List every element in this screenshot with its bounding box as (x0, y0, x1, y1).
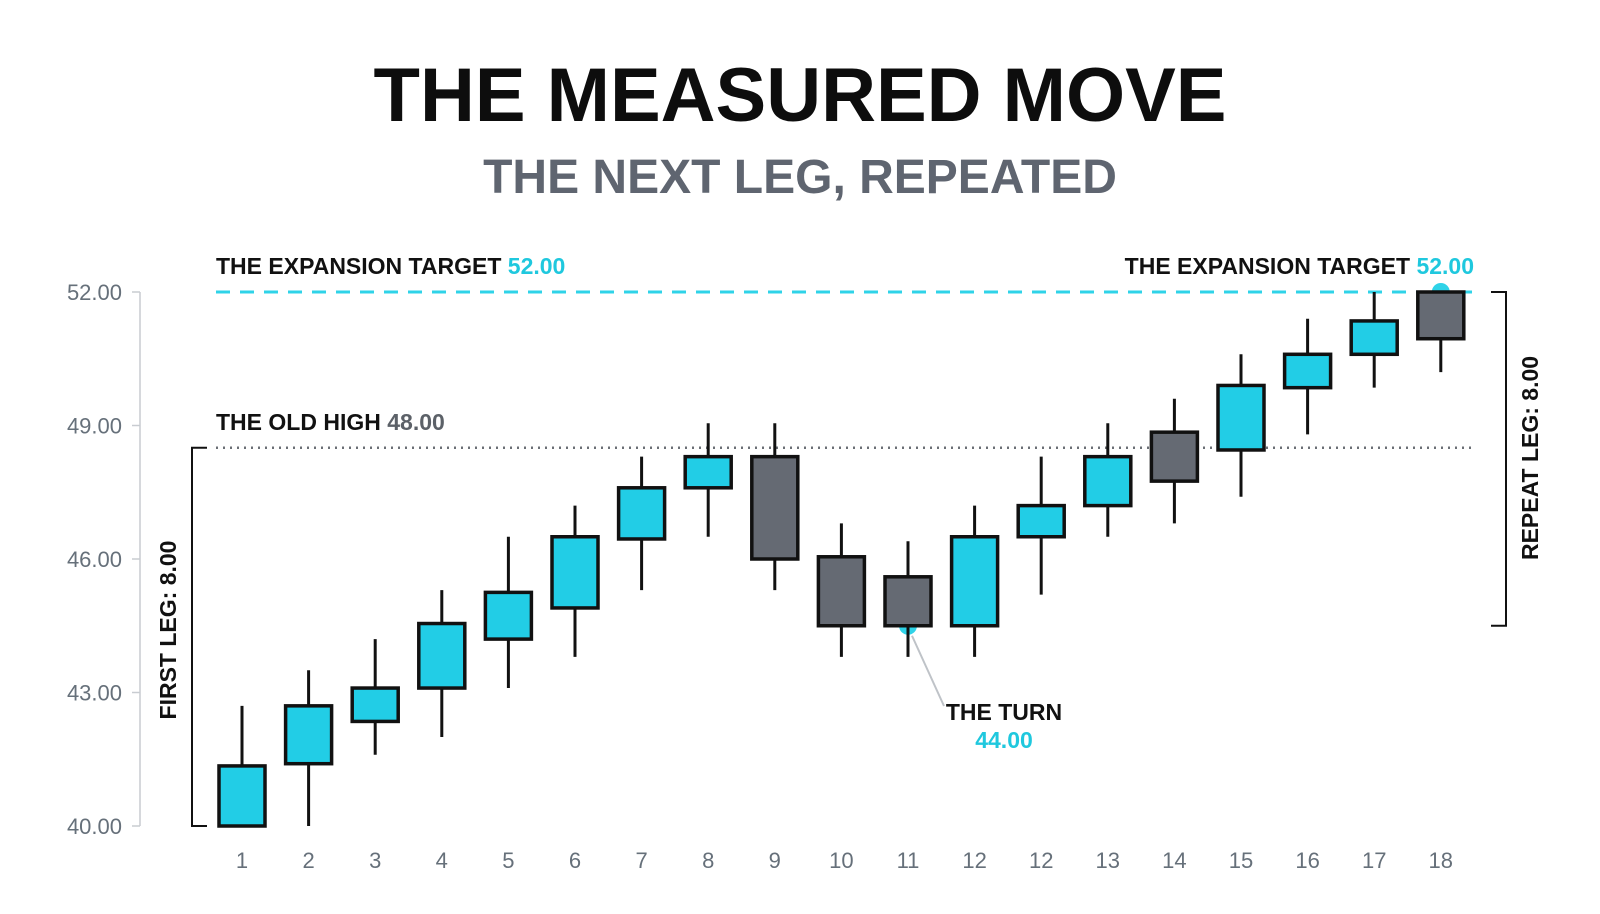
candle (1149, 398, 1200, 524)
candle (816, 523, 867, 657)
x-tick-label: 5 (502, 848, 514, 873)
candle (750, 423, 800, 591)
candle (1216, 354, 1266, 497)
first-leg-bracket (191, 446, 207, 827)
x-tick-label: 13 (1096, 848, 1120, 873)
x-tick-label: 12 (962, 848, 986, 873)
x-tick-label: 12 (1029, 848, 1053, 873)
candle-body (1149, 430, 1200, 483)
candle-body (350, 686, 400, 724)
x-tick-label: 2 (302, 848, 314, 873)
y-tick-label: 46.00 (67, 547, 122, 572)
first-leg-label: FIRST LEG: 8.00 (155, 541, 181, 720)
x-tick-label: 15 (1229, 848, 1253, 873)
candle (883, 541, 933, 657)
candle (217, 705, 267, 828)
x-tick-label: 8 (702, 848, 714, 873)
candle-body (483, 590, 534, 641)
candle-body (1216, 383, 1266, 452)
chart-subtitle: THE NEXT LEG, REPEATED (483, 151, 1117, 204)
x-tick-label: 17 (1362, 848, 1386, 873)
x-tick-label: 6 (569, 848, 581, 873)
candle-body (616, 486, 667, 541)
y-axis: 52.00 49.00 46.00 43.00 40.00 (67, 280, 141, 839)
candle (949, 505, 1000, 657)
candle (550, 505, 600, 657)
candle-body (683, 454, 733, 490)
candle (1349, 292, 1399, 388)
repeat-leg-bracket (1491, 291, 1507, 627)
target-annotation-right: THE EXPANSION TARGET 52.00 (1125, 253, 1474, 279)
guide-lines (216, 283, 1472, 707)
candle (1282, 318, 1333, 435)
candle-body (750, 454, 800, 561)
x-tick-label: 4 (436, 848, 448, 873)
candle-body (1016, 503, 1066, 539)
candle (483, 536, 534, 689)
target-annotation-left: THE EXPANSION TARGET 52.00 (216, 253, 565, 279)
candle-body (883, 575, 933, 628)
x-tick-label: 7 (635, 848, 647, 873)
x-axis: 1 2 3 4 5 6 7 8 9 10 11 12 12 13 14 15 16 17 18 (236, 848, 1453, 873)
candle (683, 423, 733, 537)
x-tick-label: 11 (897, 848, 920, 873)
candle-body (1083, 454, 1133, 508)
candle (1416, 290, 1466, 373)
turn-connector (911, 635, 945, 707)
y-tick-label: 49.00 (67, 414, 122, 439)
candles (217, 290, 1466, 828)
candle-body (1349, 319, 1399, 357)
leg-brackets (191, 291, 1507, 827)
turn-annotation-value: 44.00 (975, 727, 1033, 753)
chart-title: THE MEASURED MOVE (373, 53, 1227, 138)
turn-annotation-label: THE TURN (946, 699, 1062, 725)
candle (1016, 456, 1066, 595)
y-tick-label: 40.00 (67, 814, 122, 839)
candle-body (550, 535, 600, 610)
x-tick-label: 3 (369, 848, 381, 873)
x-tick-label: 14 (1162, 848, 1186, 873)
candle (616, 456, 667, 591)
repeat-leg-label: REPEAT LEG: 8.00 (1517, 356, 1543, 560)
candle-body (949, 535, 1000, 628)
y-tick-label: 43.00 (67, 681, 122, 706)
candle-body (417, 621, 467, 690)
candle (417, 590, 467, 737)
old-high-annotation: THE OLD HIGH 48.00 (216, 409, 445, 435)
y-tick-label: 52.00 (67, 280, 122, 305)
x-tick-label: 1 (236, 848, 248, 873)
candle-body (816, 555, 867, 628)
candle (350, 639, 400, 755)
candle (1083, 423, 1133, 537)
candle-body (217, 764, 267, 828)
candle (283, 670, 334, 826)
x-tick-label: 9 (769, 848, 781, 873)
candle-body (1282, 352, 1333, 390)
x-tick-label: 18 (1429, 848, 1453, 873)
x-tick-label: 10 (829, 848, 853, 873)
x-tick-label: 16 (1295, 848, 1319, 873)
candle-body (283, 704, 334, 766)
candle-body (1416, 290, 1466, 341)
